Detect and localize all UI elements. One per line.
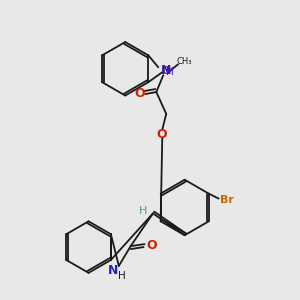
Text: N: N (108, 264, 118, 278)
Text: O: O (146, 238, 157, 252)
Text: O: O (134, 86, 145, 100)
Text: Br: Br (220, 194, 233, 205)
Text: CH₃: CH₃ (176, 57, 192, 66)
Text: H: H (118, 271, 126, 281)
Text: O: O (156, 128, 166, 141)
Text: H: H (139, 206, 147, 216)
Text: O: O (161, 66, 171, 76)
Text: H: H (166, 67, 174, 77)
Text: N: N (161, 64, 172, 77)
